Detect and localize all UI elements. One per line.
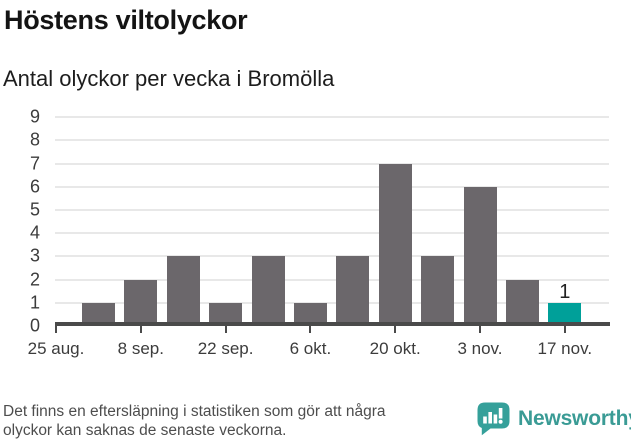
x-axis-label-3: 6 okt. (289, 339, 332, 358)
x-axis-tick-5 (479, 326, 481, 333)
gridline-y2 (55, 278, 609, 281)
y-axis-label-6: 6 (29, 176, 40, 197)
x-axis-tick-0 (55, 326, 57, 333)
y-axis-label-0: 0 (29, 315, 40, 336)
x-axis-label-4: 20 okt. (369, 339, 421, 358)
chart-title: Höstens viltolyckor (4, 5, 248, 35)
gridline-y4 (55, 232, 609, 235)
gridline-y6 (55, 185, 609, 188)
y-axis-label-4: 4 (29, 222, 40, 243)
y-axis-label-9: 9 (29, 106, 40, 127)
x-axis-label-2: 22 sep. (197, 339, 254, 358)
gridline-y1 (55, 301, 609, 304)
y-axis-label-5: 5 (29, 199, 40, 220)
bar-chart-plot: 0 1 2 3 4 5 6 7 8 9 25 aug. 8 sep. 22 sep. 6 okt. 20 o… (0, 100, 631, 365)
x-axis-tick-1 (139, 326, 142, 333)
y-axis-label-8: 8 (29, 129, 40, 150)
bar-week-13okt (336, 256, 370, 326)
newsworthy-speech-bubble-bar-chart-icon (477, 402, 510, 436)
bar-week-17nov (548, 302, 582, 326)
bar-week-1sep (81, 302, 115, 326)
bar-week-8sep (124, 279, 158, 326)
bar-week-6okt (293, 302, 327, 326)
gridline-y5 (55, 209, 609, 211)
gridline-y8 (55, 139, 609, 142)
gridline-y3 (55, 255, 609, 258)
x-axis-line (55, 322, 610, 326)
x-axis-label-6: 17 nov. (537, 339, 593, 358)
bar-week-29sep (251, 256, 285, 326)
bar-week-15sep (166, 256, 200, 326)
footer-note-line2: olyckor kan saknas de senaste veckorna. (3, 421, 287, 439)
y-axis-label-2: 2 (29, 269, 40, 290)
y-axis-label-3: 3 (29, 245, 40, 266)
gridline-y9 (55, 116, 609, 119)
newsworthy-logo-text: Newsworthy (518, 407, 631, 430)
x-axis-tick-6 (563, 326, 566, 333)
newsworthy-logo: Newsworthy (476, 401, 631, 437)
bar-week-20okt (378, 163, 412, 326)
bar-week-22sep (209, 302, 243, 326)
bar-week-10nov (505, 279, 539, 326)
footer-note: Det finns en eftersläpning i statistiken… (3, 403, 386, 439)
x-axis-tick-4 (394, 326, 397, 333)
bar-week-3nov (463, 186, 497, 326)
chart-subtitle: Antal olyckor per vecka i Bromölla (3, 66, 335, 91)
x-axis-label-1: 8 sep. (117, 339, 164, 358)
bar-week-27okt (421, 256, 455, 326)
x-axis-label-0: 25 aug. (27, 339, 85, 358)
x-axis-tick-3 (309, 326, 312, 333)
gridline-y7 (55, 162, 609, 165)
footer-note-line1: Det finns en eftersläpning i statistiken… (3, 403, 386, 420)
y-axis-label-7: 7 (29, 153, 40, 174)
bar-value-label: 1 (559, 280, 571, 303)
x-axis-tick-2 (224, 326, 227, 333)
y-axis-label-1: 1 (29, 292, 40, 313)
x-axis-label-5: 3 nov. (457, 339, 503, 358)
